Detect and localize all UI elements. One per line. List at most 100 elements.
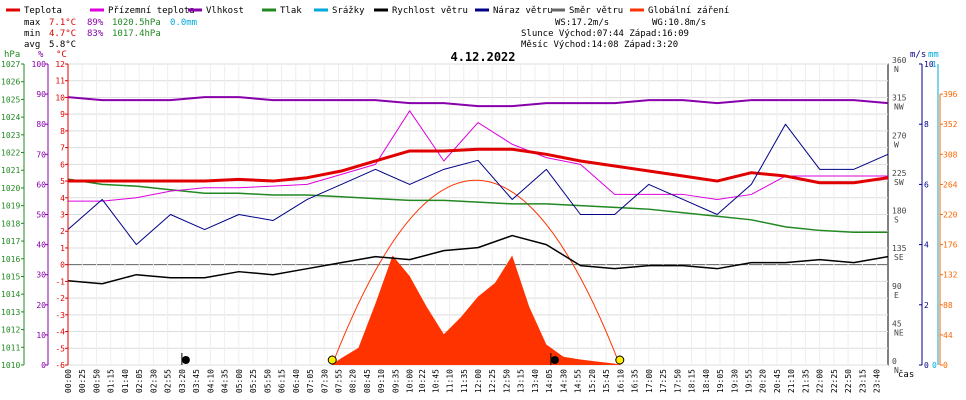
temperature-tick-label: 10 [55,93,65,102]
radiation-tick-label: 352 [943,120,958,129]
plot-area [67,63,889,366]
radiation-theoretical-curve [331,180,621,366]
pressure-tick-label: 1013 [1,308,20,317]
x-tick-label: 23:15 [858,369,867,393]
series-naraz-vetru [67,123,889,246]
temperature-tick-label: 8 [60,127,65,136]
wind-direction-degree-label: 315 [892,94,907,103]
wind-direction-compass-label: NE [894,328,904,337]
stats-min-temp: 4.7°C [49,29,76,39]
x-tick-label: 15:45 [602,369,611,393]
humidity-tick-label: 70 [36,150,46,159]
x-tick-label: 00:00 [64,369,73,393]
pressure-tick-label: 1021 [1,166,20,175]
stats-min-hum: 83% [87,29,104,39]
stats-max-press: 1020.5hPa [112,18,161,28]
legend-label-naraz-vetru: Náraz větru [493,6,553,16]
x-tick-label: 18:40 [702,369,711,393]
x-tick-label: 12:25 [488,369,497,393]
humidity-tick-label: 100 [32,60,47,69]
legend-label-vlhkost: Vlhkost [206,6,244,16]
x-tick-label: 11:35 [460,369,469,393]
x-tick-label: 15:20 [588,369,597,393]
x-tick-label: 06:15 [278,369,287,393]
temperature-tick-label: 0 [60,261,65,270]
series-vlhkost [67,96,889,108]
x-tick-label: 07:05 [306,369,315,393]
wind-speed-tick-label: 4 [924,241,929,250]
pressure-tick-label: 1012 [1,326,20,335]
wind-direction-compass-label: N [894,366,899,375]
x-tick-label: 07:55 [334,369,343,393]
temperature-tick-label: -2 [55,294,65,303]
x-tick-label: 06:40 [292,369,301,393]
temperature-tick-label: 9 [60,110,65,119]
sunset-marker [615,355,625,365]
x-tick-label: 12:50 [502,369,511,393]
humidity-tick-label: 20 [36,301,46,310]
chart-title: 4.12.2022 [450,50,515,64]
pressure-tick-label: 1023 [1,131,20,140]
x-tick-label: 14:55 [574,369,583,393]
x-tick-label: 18:15 [688,369,697,393]
x-tick-label: 03:45 [192,369,201,393]
wind-speed-tick-label: 2 [924,301,929,310]
radiation-tick-label: 220 [943,211,958,220]
humidity-tick-label: 0 [41,361,46,370]
wind-direction-compass-label: N [894,65,899,74]
x-axis-title: čas [898,369,914,380]
temperature-tick-label: 4 [60,194,65,203]
x-tick-label: 00:25 [78,369,87,393]
humidity-tick-label: 50 [36,211,46,220]
pressure-tick-label: 1024 [1,113,20,122]
temperature-axis-title: °C [56,50,67,60]
wind-speed-axis-title: m/s [910,50,926,60]
wind-direction-degree-label: 270 [892,131,907,140]
series-globalni-zareni [331,255,622,365]
pressure-tick-label: 1027 [1,60,20,69]
x-tick-label: 10:00 [406,369,415,393]
x-tick-label: 14:30 [559,369,568,393]
info-sun: Slunce Východ:07:44 Západ:16:09 [521,29,689,39]
temperature-tick-label: -5 [55,344,65,353]
pressure-tick-label: 1017 [1,237,20,246]
moonset-marker [181,356,190,364]
humidity-tick-label: 80 [36,120,46,129]
series-tlak [67,178,888,233]
wind-direction-degree-label: 360 [892,56,907,65]
humidity-tick-label: 30 [36,271,46,280]
stats-max-rain: 0.0mm [170,18,197,28]
sunrise-marker [327,355,337,365]
stats-min-press: 1017.4hPa [112,29,161,39]
wind-direction-compass-label: NW [894,103,904,112]
wind-speed-tick-label: 8 [924,120,929,129]
legend: Teplota Přízemní teplota Vlhkost Tlak Srážky… [6,6,729,16]
axes: hPa1010101110121013101410151016101710181… [1,50,958,393]
pressure-tick-label: 1010 [1,361,20,370]
x-tick-label: 22:50 [844,369,853,393]
wind-direction-compass-label: W [894,140,899,149]
pressure-tick-label: 1022 [1,149,20,158]
pressure-tick-label: 1018 [1,219,20,228]
temperature-tick-label: 6 [60,160,65,169]
wind-direction-degree-label: 135 [892,244,907,253]
rain-tick-label: 1 [932,60,937,69]
x-tick-label: 08:20 [349,369,358,393]
temperature-tick-label: -3 [55,311,65,320]
pressure-tick-label: 1011 [1,343,20,352]
legend-label-teplota: Teplota [24,6,62,16]
x-tick-label: 00:50 [92,369,101,393]
x-tick-label: 10:22 [418,369,427,393]
radiation-tick-label: 308 [943,150,958,159]
x-tick-label: 13:40 [531,369,540,393]
wind-speed-tick-label: 6 [924,180,929,189]
moonrise-marker [550,356,559,364]
x-tick-label: 17:25 [659,369,668,393]
radiation-tick-label: 44 [943,331,953,340]
x-tick-label: 05:50 [263,369,272,393]
stats-avg-temp: 5.8°C [49,40,76,50]
x-tick-label: 16:35 [631,369,640,393]
x-tick-label: 05:25 [249,369,258,393]
x-tick-label: 07:30 [320,369,329,393]
x-tick-label: 01:40 [121,369,130,393]
